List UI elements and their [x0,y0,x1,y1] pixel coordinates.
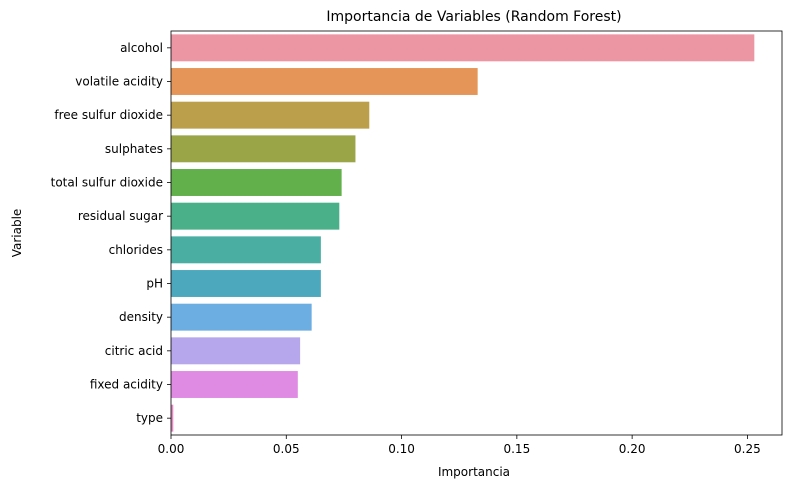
bar-residual-sugar [171,202,340,230]
chart-title: Importancia de Variables (Random Forest) [326,9,621,25]
y-tick-label: free sulfur dioxide [54,108,163,122]
bar-total-sulfur-dioxide [171,169,342,196]
bar-citric-acid [171,337,301,365]
bar-volatile-acidity [171,68,478,95]
y-tick-label: sulphates [105,142,163,156]
x-axis-label: Importancia [438,465,510,479]
bars-group [171,34,755,432]
y-tick-label: residual sugar [78,209,163,223]
y-tick-label: chlorides [109,243,163,257]
plot-frame [170,30,783,436]
y-tick-label: fixed acidity [90,378,163,392]
bar-chlorides [171,236,321,264]
y-axis-ticks: alcohol volatile acidity free sulfur dioxi… [51,41,171,425]
x-tick-label: 0.20 [619,442,646,456]
x-tick-label: 0.10 [388,442,415,456]
x-axis-ticks: 0.00 0.05 0.10 0.15 0.20 0.25 [158,435,761,456]
bar-density [171,303,312,331]
x-tick-label: 0.25 [734,442,761,456]
y-tick-label: alcohol [120,41,163,55]
y-tick-label: citric acid [105,344,163,358]
x-tick-label: 0.05 [273,442,300,456]
bar-free-sulfur-dioxide [171,101,370,129]
bar-type [171,404,174,432]
y-tick-label: type [136,411,163,425]
bar-sulphates [171,135,356,163]
y-tick-label: total sulfur dioxide [51,176,163,190]
y-tick-label: pH [146,277,163,291]
y-tick-label: volatile acidity [75,75,163,89]
bar-fixed-acidity [171,371,298,398]
x-tick-label: 0.15 [503,442,530,456]
bar-alcohol [171,34,755,62]
y-tick-label: density [119,310,163,324]
bar-ph [171,270,321,297]
x-tick-label: 0.00 [158,442,185,456]
y-axis-label: Variable [10,209,24,258]
